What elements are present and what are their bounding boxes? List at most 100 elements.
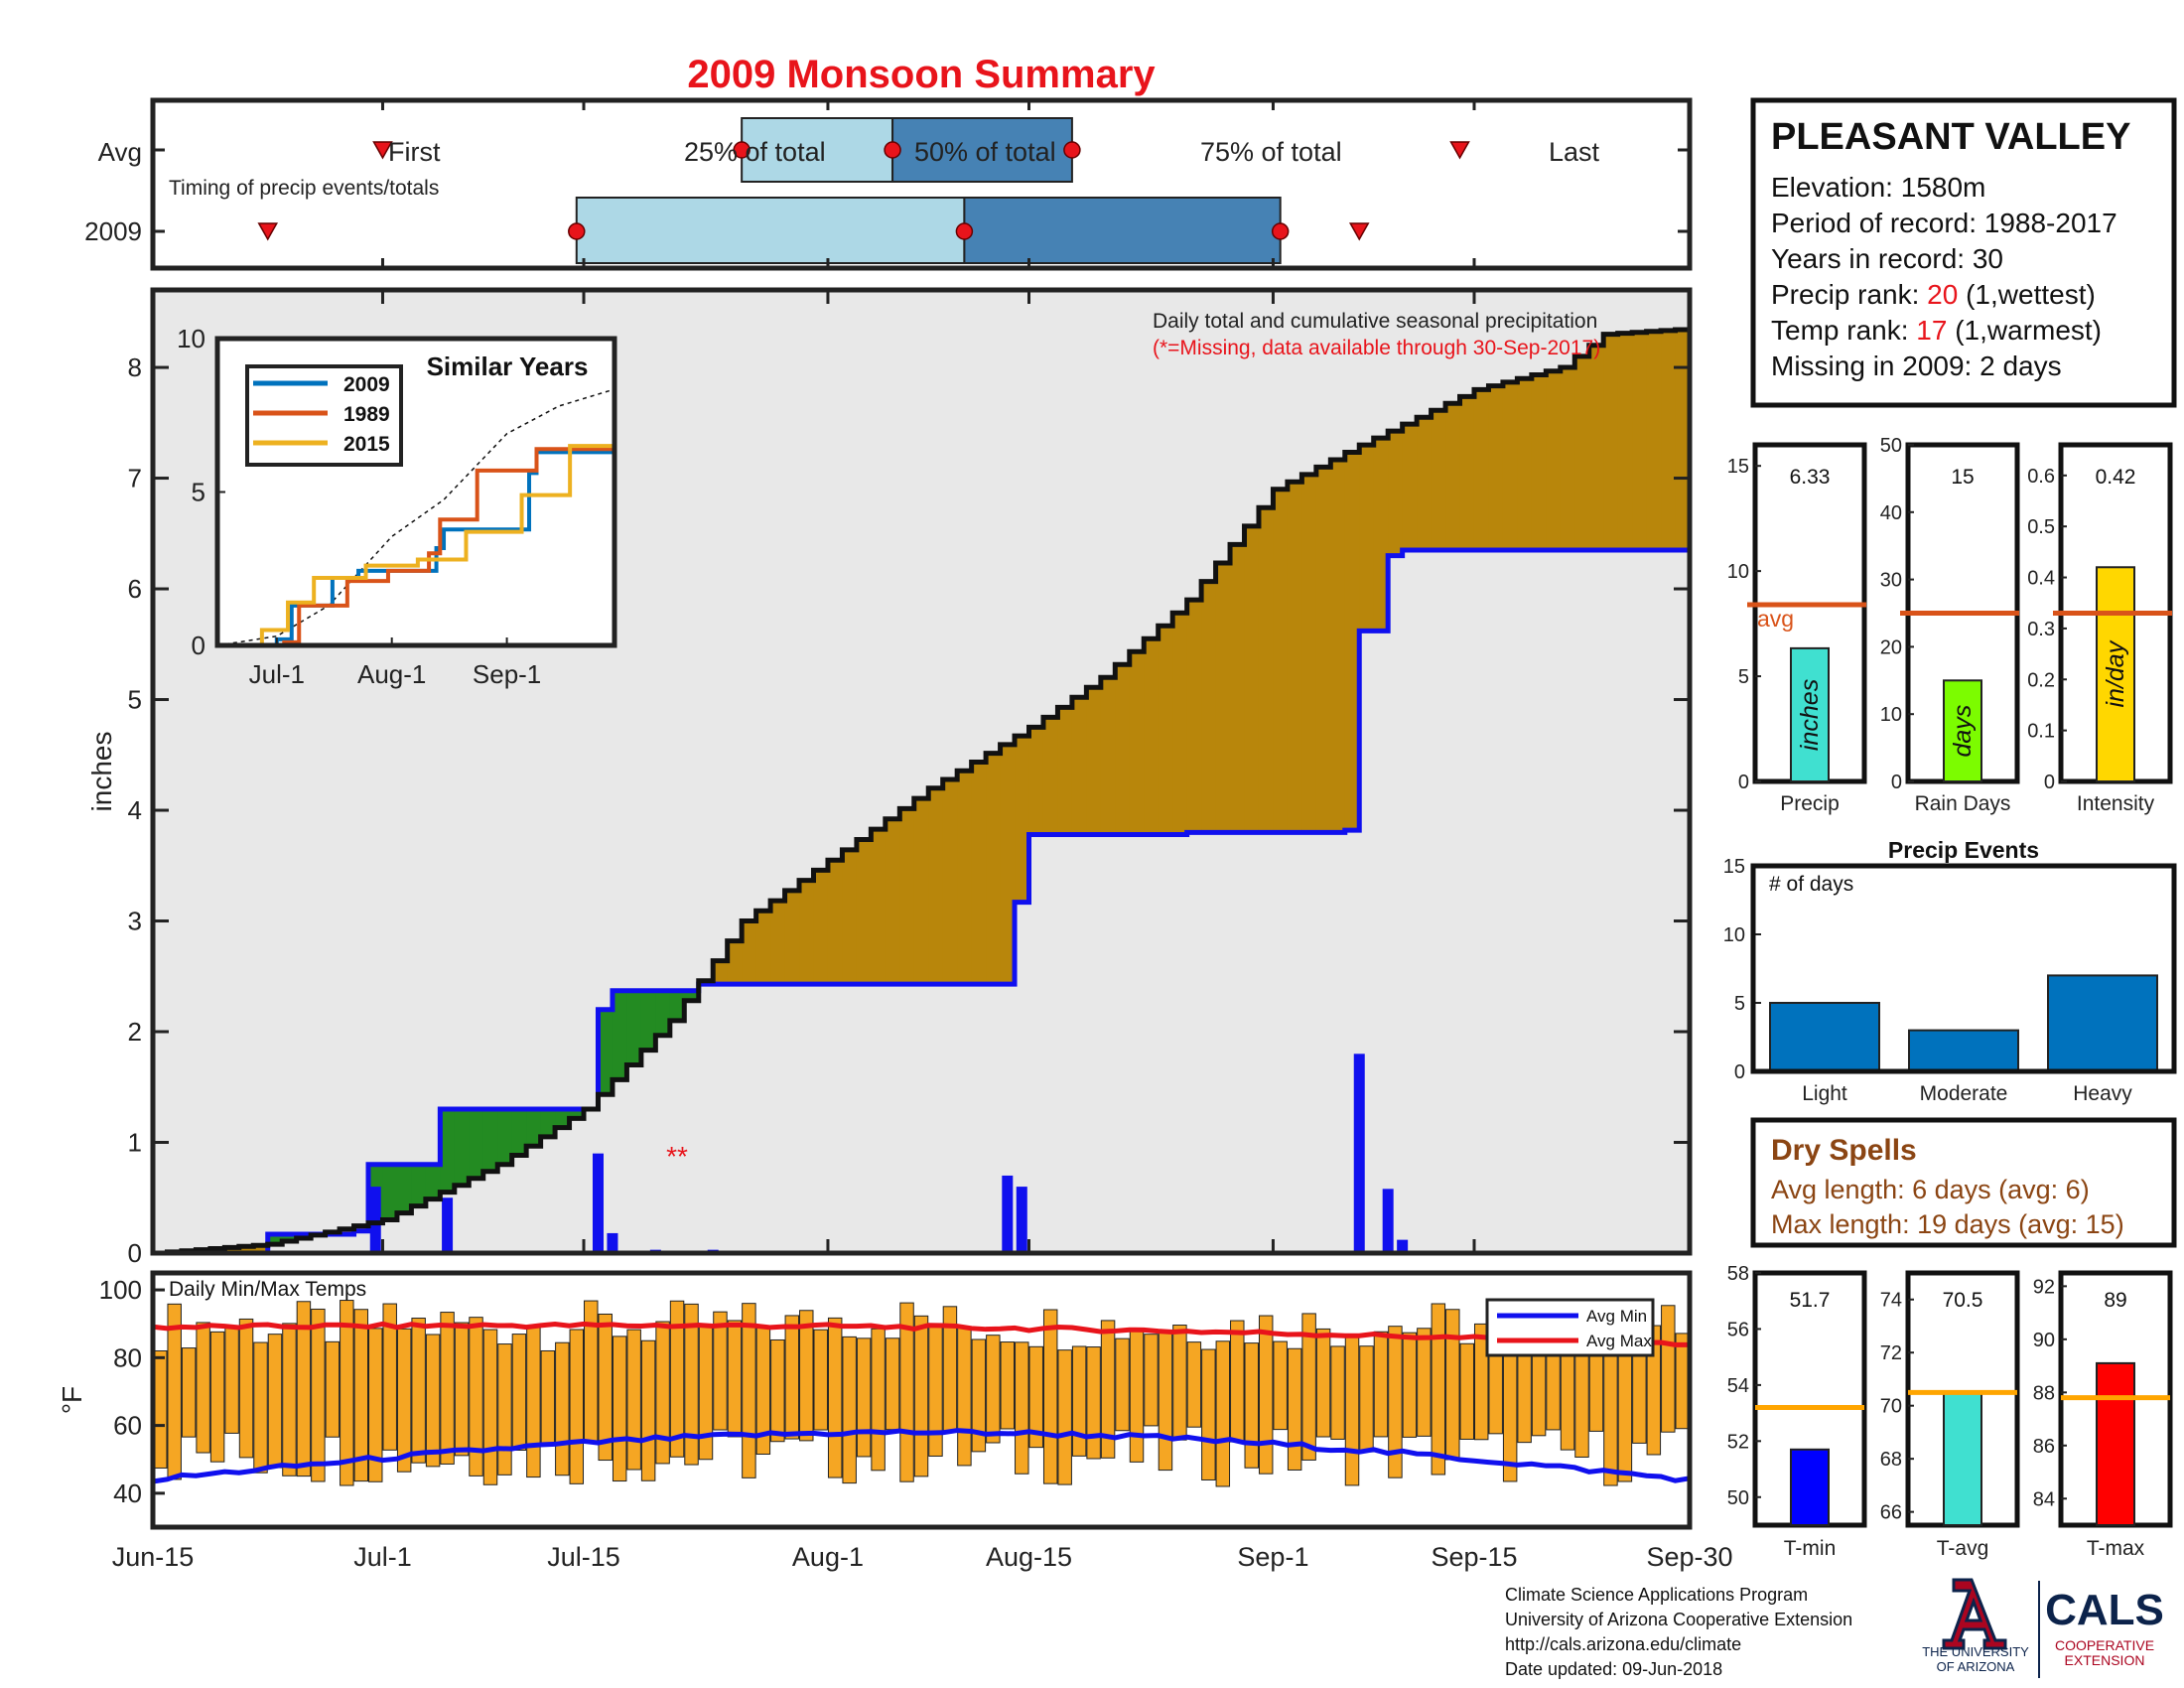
diff-fill-day-79 [1287,482,1302,833]
temp-panel-1-tick-label-1: 68 [1880,1449,1902,1471]
temp-range-bar-13 [340,1300,354,1486]
diff-fill-day-34 [640,990,656,1051]
temp-panel-0-label: T-min [1784,1537,1837,1560]
main-ytick-label-2: 2 [128,1017,142,1047]
diff-fill-day-90 [1445,403,1461,551]
inset-legend-2015: 2015 [343,433,390,456]
temp-range-bar-33 [626,1329,641,1471]
diff-fill-day-24 [497,1109,513,1165]
temp-range-bar-19 [425,1334,441,1468]
cals-sub-2: EXTENSION [2065,1652,2145,1668]
precip-event-bar-light [1769,1002,1880,1072]
station-info-box: PLEASANT VALLEY Elevation: 1580m Period … [1750,97,2177,408]
diff-fill-day-89 [1431,410,1446,551]
diff-fill-day-94 [1502,381,1518,551]
temp-range-bar-79 [1287,1347,1302,1471]
timing-last-label: Last [1549,137,1600,167]
temp-range-bar-36 [669,1300,685,1458]
timing-caption: Timing of precip events/totals [169,177,439,200]
temp-range-bar-89 [1431,1303,1446,1476]
diff-fill-day-6 [238,1246,254,1253]
precip-events-ylabel: # of days [1769,873,1853,896]
diff-fill-day-58 [986,753,1002,985]
temp-panel-1-tick-label-4: 74 [1880,1290,1902,1312]
temp-panel-1-bar [1943,1391,1982,1526]
stat-panel-2-tick-label-3: 0.3 [2027,619,2055,640]
diff-fill-day-18 [411,1164,427,1206]
cals-logo-text: CALS [2045,1586,2164,1634]
cals-sub-1: COOPERATIVE [2055,1637,2154,1653]
info-temp-rank-post: (1,warmest) [1947,315,2102,346]
temp-range-bar-18 [411,1318,426,1464]
diff-fill-day-19 [425,1164,441,1199]
diff-fill-day-49 [856,839,872,985]
info-precip-rank-post: (1,wettest) [1958,279,2095,310]
timing-2009-first-marker [257,222,279,241]
temp-range-bar-106 [1675,1333,1691,1430]
temp-range-bar-37 [684,1303,699,1466]
diff-fill-day-37 [684,990,700,1001]
stat-panel-0-tick-label-0: 0 [1738,772,1749,793]
daily-precip-bar-0 [369,1187,381,1253]
temp-range-bar-25 [511,1334,527,1451]
diff-fill-day-68 [1129,651,1145,835]
temp-range-bar-78 [1273,1340,1288,1431]
main-ytick-label-1: 1 [128,1128,142,1158]
stat-panel-2-label: Intensity [2077,792,2155,815]
info-precip-rank-pre: Precip rank: [1771,279,1927,310]
precip-event-bar-heavy [2047,974,2158,1073]
diff-fill-day-25 [511,1109,527,1156]
temp-stat-bars: 51.7 50 52 54 56 58 T-min 70.5 66 68 70 72 74 T-avg 89… [1727,1263,2173,1560]
temp-range-bar-82 [1330,1345,1345,1440]
temp-panel-1-label: T-avg [1937,1537,1989,1560]
diff-fill-day-64 [1071,697,1087,835]
timing-avg-q1-box [741,117,894,183]
dry-spells-box: Dry Spells Avg length: 6 days (avg: 6) M… [1750,1117,2177,1248]
missing-data-marker: ** [666,1141,688,1172]
temp-range-bar-0 [153,1350,168,1469]
footer-line-2: University of Arizona Cooperative Extens… [1505,1610,1852,1629]
inset-marks: 0 5 10 Jul-1 Aug-1 Sep-1 [177,324,616,689]
footer: Climate Science Applications Program Uni… [1505,1578,2164,1679]
temp-range-bar-90 [1445,1309,1460,1461]
cum-2009-line [153,547,1690,1256]
temp-panel-0-tick-label-0: 50 [1727,1487,1749,1509]
diff-fill-day-77 [1258,507,1275,833]
diff-fill-day-14 [353,1225,369,1231]
temp-range-bar-24 [497,1343,512,1476]
x-axis-labels: Jun-15 Jul-1 Jul-15 Aug-1 Aug-15 Sep-1 Sep-15 S… [112,1542,1733,1572]
inset-legend-2009: 2009 [343,373,390,396]
temp-range-bar-60 [1015,1341,1029,1475]
info-temp-rank: Temp rank: 17 (1,warmest) [1771,315,2102,346]
stat-panel-1-value: 15 [1951,466,1974,489]
ua-logo-icon [1942,1578,2007,1650]
inset-frame [214,336,617,648]
diff-fill-day-101 [1603,334,1619,551]
diff-fill-day-100 [1588,345,1604,551]
diff-fill-day-82 [1330,459,1346,833]
inset-title: Similar Years [427,352,589,381]
timing-avg-pct-marker-2 [884,141,901,159]
info-temp-rank-pre: Temp rank: [1771,315,1916,346]
temp-range-bar-22 [469,1317,483,1477]
daily-precip-bar-1 [442,1197,454,1253]
stat-panel-2-tick-label-1: 0.1 [2027,721,2055,743]
inset-xtick-label-0: Jul-1 [249,659,305,689]
temp-range-bar-54 [928,1323,943,1457]
temp-range-bar-6 [238,1318,254,1459]
diff-fill-day-52 [899,808,915,985]
diff-fill-day-35 [655,990,671,1036]
diff-fill-day-54 [928,787,944,985]
main-ytick-label-3: 3 [128,907,142,936]
diff-fill-day-51 [885,818,900,985]
x-axis-label-4: Aug-15 [986,1542,1072,1572]
info-years: Years in record: 30 [1771,243,2003,274]
temp-range-bar-14 [353,1309,369,1482]
diff-fill-day-102 [1617,333,1633,551]
temp-range-bar-44 [784,1315,800,1440]
temps-ytick-label-0: 40 [113,1478,142,1508]
page-title: 2009 Monsoon Summary [687,53,1156,96]
diff-fill-day-61 [1028,727,1044,835]
temp-range-bar-41 [742,1303,756,1478]
temp-range-bar-71 [1172,1325,1187,1441]
